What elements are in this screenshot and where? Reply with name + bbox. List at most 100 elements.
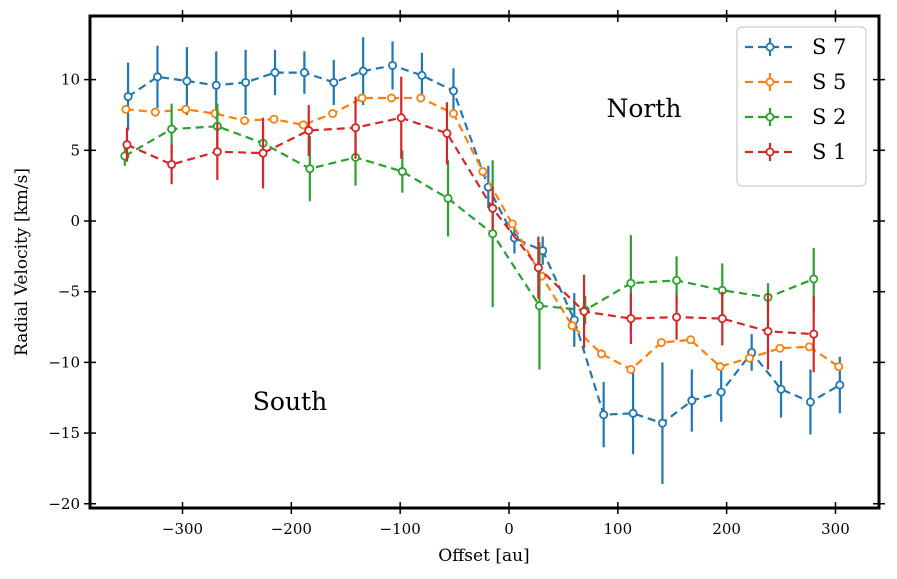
legend-marker	[765, 42, 775, 52]
legend-marker	[765, 77, 775, 87]
y-tick-label: −15	[48, 424, 80, 442]
data-point	[687, 396, 697, 406]
data-point	[121, 104, 131, 114]
series-s5	[121, 93, 844, 374]
data-point	[329, 77, 339, 87]
data-point	[626, 314, 636, 324]
data-point	[567, 321, 577, 331]
legend-marker	[765, 147, 775, 157]
data-point	[123, 92, 133, 102]
y-tick-label: −10	[48, 353, 80, 371]
data-point	[328, 109, 338, 119]
data-point	[599, 410, 609, 420]
data-point	[775, 343, 785, 353]
legend-box	[736, 26, 867, 187]
data-point	[150, 107, 160, 117]
x-tick-label: 300	[821, 520, 850, 538]
legend-item: S 5	[745, 70, 846, 94]
data-point	[298, 120, 308, 130]
data-point	[448, 86, 458, 96]
data-point	[628, 408, 638, 418]
data-point	[270, 68, 280, 78]
data-point	[241, 77, 251, 87]
legend-label: S 7	[812, 35, 846, 59]
data-point	[167, 124, 177, 134]
x-axis-label: Offset [au]	[438, 546, 529, 566]
data-point	[357, 93, 367, 103]
data-point	[507, 219, 517, 229]
data-point	[388, 60, 398, 70]
series-s1	[122, 76, 819, 373]
data-point	[258, 148, 268, 158]
plot-frame	[88, 14, 881, 510]
data-point	[716, 387, 726, 397]
y-tick-label: −20	[48, 495, 80, 513]
data-point	[240, 116, 250, 126]
legend-label: S 2	[812, 105, 846, 129]
legend-item: S 1	[745, 140, 846, 164]
series-s2	[120, 103, 819, 370]
legend: S 7 S 5 S 2 S 1	[736, 26, 867, 187]
legend-item: S 7	[745, 35, 846, 59]
data-point	[672, 312, 682, 322]
data-point	[717, 314, 727, 324]
annotation-north: North	[606, 94, 681, 123]
data-point	[417, 70, 427, 80]
data-point	[443, 193, 453, 203]
x-tick-label: −300	[162, 520, 203, 538]
y-tick-label: 10	[61, 71, 80, 89]
data-point	[358, 66, 368, 76]
data-point	[805, 397, 815, 407]
data-point	[656, 338, 666, 348]
data-point	[804, 342, 814, 352]
data-point	[686, 335, 696, 345]
legend-item: S 2	[745, 105, 846, 129]
data-point	[488, 203, 498, 213]
data-point	[626, 278, 636, 288]
data-point	[181, 104, 191, 114]
data-point	[809, 274, 819, 284]
data-point	[351, 123, 361, 133]
data-point	[416, 93, 426, 103]
data-point	[776, 384, 786, 394]
x-tick-label: 200	[712, 520, 741, 538]
data-point	[152, 72, 162, 82]
data-point	[269, 114, 279, 124]
x-tick-label: −100	[380, 520, 421, 538]
legend-marker	[765, 112, 775, 122]
data-point	[835, 380, 845, 390]
data-point	[596, 349, 606, 359]
data-point	[212, 147, 222, 157]
data-point	[442, 128, 452, 138]
data-point	[211, 80, 221, 90]
y-tick-label: 5	[70, 141, 80, 159]
data-point	[626, 364, 636, 374]
y-tick-label: −5	[58, 283, 80, 301]
data-point	[305, 164, 315, 174]
data-point	[534, 301, 544, 311]
data-point	[122, 140, 132, 150]
data-point	[386, 93, 396, 103]
data-point	[488, 229, 498, 239]
x-tick-label: −200	[271, 520, 312, 538]
series-line	[126, 116, 814, 336]
data-point	[763, 326, 773, 336]
data-point	[715, 362, 725, 372]
y-axis-label: Radial Velocity [km/s]	[12, 168, 32, 356]
x-tick-label: 100	[603, 520, 632, 538]
data-point	[299, 68, 309, 78]
data-point	[657, 418, 667, 428]
data-point	[533, 263, 543, 273]
data-point	[672, 275, 682, 285]
data-point	[167, 159, 177, 169]
data-point	[304, 126, 314, 136]
data-point	[579, 306, 589, 316]
data-point	[809, 329, 819, 339]
data-point	[396, 113, 406, 123]
series-line	[124, 125, 815, 312]
data-point	[834, 362, 844, 372]
annotation-south: South	[253, 387, 327, 416]
x-tick-label: 0	[504, 520, 514, 538]
y-tick-label: 0	[70, 212, 80, 230]
